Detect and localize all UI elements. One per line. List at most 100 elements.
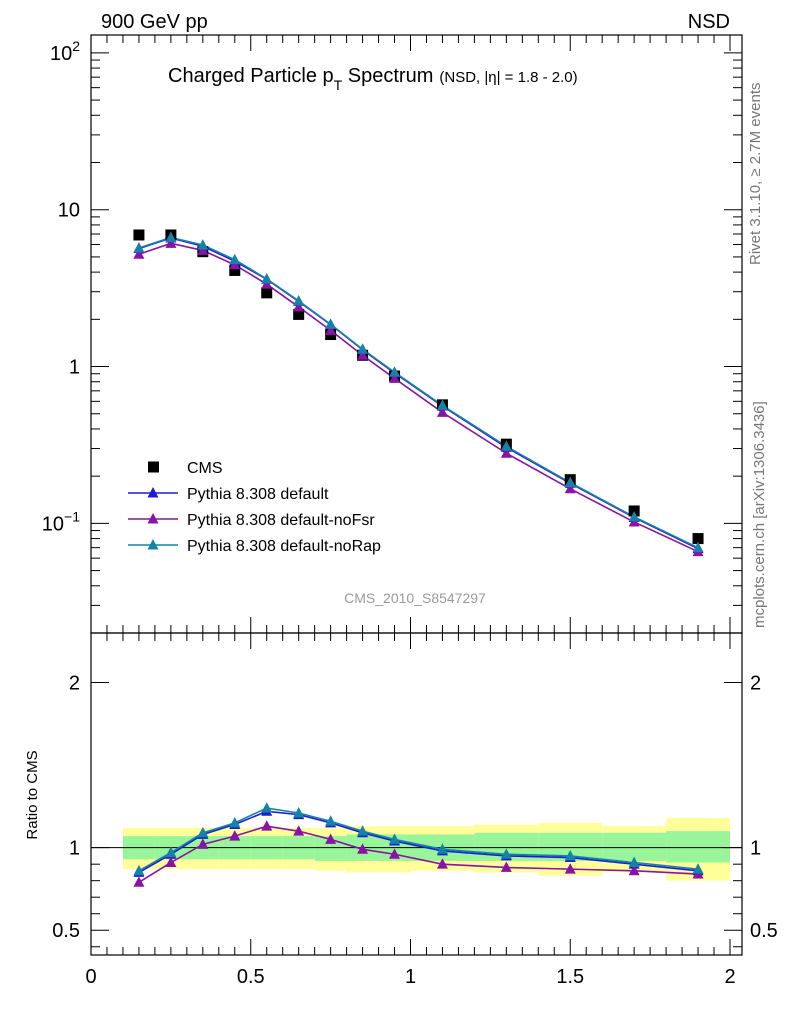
main-series-point-3 (229, 253, 241, 265)
ratio-series-point-2 (133, 864, 145, 876)
ratio-series-point-2 (293, 807, 305, 818)
ratio-inner-band (602, 832, 667, 861)
mcplots-side-label: mcplots.cern.ch [arXiv:1306.3436] (751, 401, 768, 628)
ratio-x-tick-label: 2 (724, 966, 735, 988)
ratio-plot-frame (90, 632, 743, 956)
cms-data-point (229, 264, 241, 276)
main-series-point-2 (436, 406, 448, 417)
cms-data-point (261, 287, 273, 299)
ratio-series-point-1 (133, 876, 145, 887)
main-series-point-3 (436, 399, 448, 410)
main-series-point-3 (389, 366, 401, 377)
ratio-series-line-0 (138, 810, 699, 874)
rivet-side-label: Rivet 3.1.10, ≥ 2.7M events (747, 83, 764, 266)
ratio-series-point-2 (500, 848, 512, 859)
main-series-point-2 (389, 372, 401, 383)
ratio-inner-band (666, 831, 730, 863)
main-series-point-3 (197, 239, 209, 250)
ratio-series-point-1 (229, 830, 241, 841)
ratio-series-point-2 (229, 816, 241, 828)
header-right-label: NSD (688, 11, 730, 33)
main-series-point-2 (357, 349, 369, 360)
ratio-plot-panel: 0.5 0.5 1 1 2 2 0 0.5 1 1.5 2 Ratio to CMS (24, 632, 778, 988)
header-left-label: 900 GeV pp (101, 11, 208, 33)
ratio-series-point-2 (261, 802, 273, 813)
cms-data-point (692, 533, 704, 545)
main-series-point-3 (325, 318, 337, 329)
ratio-y-tick-label-right: 0.5 (750, 920, 778, 942)
ratio-series-point-2 (692, 863, 704, 874)
ratio-y-tick-label-left: 2 (69, 673, 80, 695)
ratio-series-point-1 (564, 863, 576, 874)
ratio-y-axis-label: Ratio to CMS (24, 750, 41, 839)
ratio-series-point-1 (325, 833, 337, 844)
main-y-tick-label: 102 (50, 38, 80, 65)
cms-data-point (133, 229, 145, 241)
legend: CMS Pythia 8.308 default Pythia 8.308 defa… (128, 460, 381, 555)
main-series-point-2 (325, 324, 337, 335)
legend-marker-3 (147, 539, 159, 550)
ratio-series-point-1 (293, 825, 305, 836)
main-series-point-2 (261, 278, 273, 289)
main-series-point-3 (628, 510, 640, 522)
ratio-series-point-2 (628, 856, 640, 867)
main-series-point-3 (165, 231, 177, 242)
main-series-point-2 (165, 237, 177, 248)
legend-label-1: Pythia 8.308 default (187, 486, 329, 503)
ratio-x-tick-label: 0.5 (237, 966, 265, 988)
title-main: Charged Particle p (168, 65, 334, 87)
main-series-point-2 (133, 248, 145, 259)
ratio-series-point-2 (436, 843, 448, 854)
ratio-series-point-1 (628, 864, 640, 876)
main-y-tick-label: 10 (58, 200, 80, 222)
ratio-x-tick-label: 1.5 (556, 966, 584, 988)
watermark-label: CMS_2010_S8547297 (344, 590, 486, 606)
main-series-point-3 (692, 541, 704, 553)
main-series-point-3 (357, 343, 369, 354)
main-series-point-2 (564, 482, 576, 494)
main-series-point-2 (500, 447, 512, 458)
main-series-point-2 (197, 244, 209, 255)
ratio-series-line-2 (138, 807, 699, 872)
ratio-series-point-2 (389, 833, 401, 844)
ratio-series-point-2 (325, 815, 337, 826)
ratio-series-point-2 (197, 826, 209, 838)
ratio-series-point-1 (197, 838, 209, 849)
legend-marker-cms (148, 461, 159, 473)
ratio-y-tick-label-left: 1 (69, 838, 80, 860)
legend-marker-1 (147, 487, 159, 498)
ratio-y-tick-label-right: 2 (750, 673, 761, 695)
ratio-y-tick-label-left: 0.5 (52, 920, 80, 942)
ratio-series-line-1 (138, 825, 699, 884)
ratio-series-point-1 (500, 861, 512, 872)
ratio-x-tick-label: 1 (405, 966, 416, 988)
ratio-series-point-1 (389, 848, 401, 859)
main-series-point-3 (133, 242, 145, 253)
title-note: (NSD, |η| = 1.8 - 2.0) (439, 69, 577, 86)
main-series-point-3 (261, 272, 273, 284)
legend-marker-2 (147, 513, 159, 524)
main-series-point-2 (293, 300, 305, 312)
cms-data-point (293, 308, 305, 320)
ratio-series-point-1 (165, 856, 177, 867)
ratio-series-point-1 (436, 858, 448, 869)
chart-title: Charged Particle pT Spectrum (NSD, |η| = … (168, 65, 578, 93)
ratio-y-tick-label-right: 1 (750, 838, 761, 860)
main-y-tick-label: 10−1 (42, 508, 80, 535)
ratio-x-tick-label: 0 (85, 966, 96, 988)
main-y-tick-label: 1 (69, 357, 80, 379)
title-subscript: T (334, 77, 343, 93)
legend-label-2: Pythia 8.308 default-noFsr (187, 512, 375, 529)
main-series-point-3 (564, 476, 576, 488)
ratio-series-point-2 (165, 846, 177, 858)
ratio-series-point-2 (357, 825, 369, 836)
main-plot-panel: 10−1 1 10 102 Charged Particle pT Spectrum (… (42, 34, 743, 634)
ratio-series-point-2 (564, 849, 576, 861)
ratio-series-point-1 (261, 820, 273, 831)
legend-label-3: Pythia 8.308 default-noRap (187, 538, 381, 555)
legend-label-0: CMS (187, 460, 223, 477)
title-rest: Spectrum (342, 65, 433, 87)
ratio-series-point-1 (357, 843, 369, 854)
main-series-point-3 (500, 440, 512, 451)
